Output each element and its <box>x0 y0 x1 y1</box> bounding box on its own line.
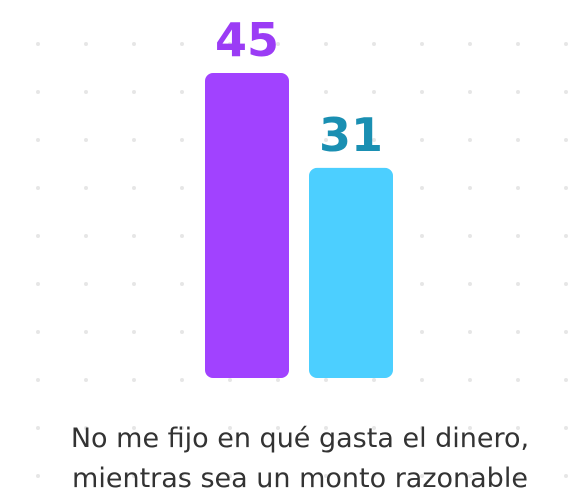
bar <box>205 73 289 378</box>
bar <box>309 167 393 378</box>
value-label: 45 <box>215 13 279 67</box>
caption-line: No me fijo en qué gasta el dinero, <box>71 423 529 454</box>
value-label: 31 <box>319 108 383 162</box>
caption-line: mientras sea un monto razonable <box>72 463 528 494</box>
